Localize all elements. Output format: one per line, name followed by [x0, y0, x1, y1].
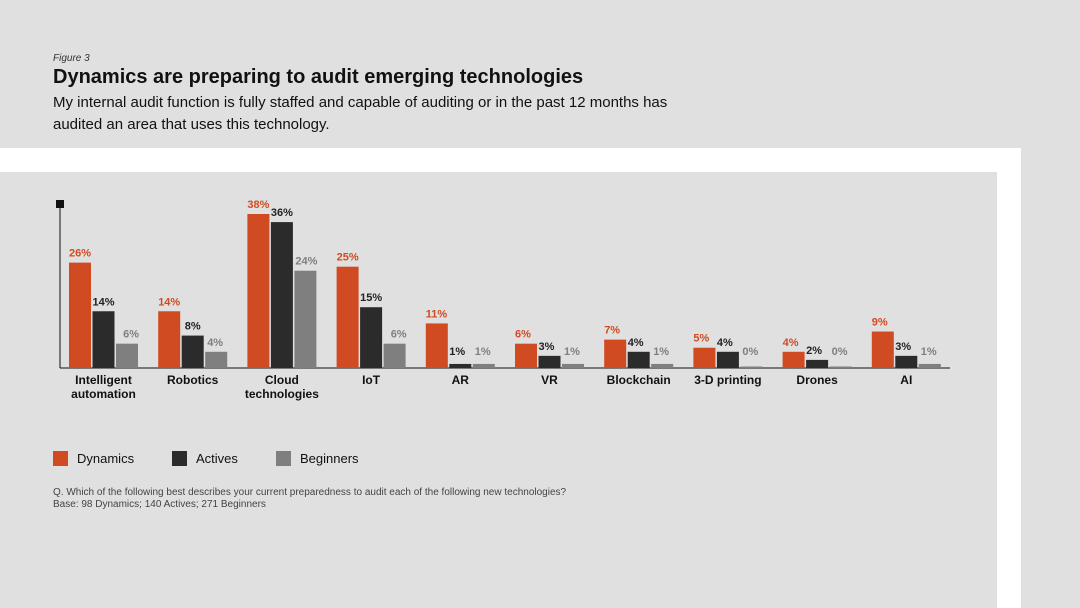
value-label-dynamics-3-d-printing: 5%	[693, 333, 709, 345]
legend-swatch-actives	[172, 451, 187, 466]
bar-dynamics-intelligent-automation	[69, 262, 91, 368]
bar-beginners-vr	[562, 363, 584, 368]
category-label-blockchain: Blockchain	[607, 373, 671, 387]
bar-actives-cloud-technologies	[270, 222, 293, 368]
value-label-beginners-blockchain: 1%	[653, 346, 669, 358]
bar-actives-ar	[449, 363, 472, 368]
chart-subtitle: My internal audit function is fully staf…	[53, 94, 668, 133]
legend-swatch-dynamics	[53, 451, 68, 466]
value-label-beginners-intelligent-automation: 6%	[123, 329, 139, 341]
value-label-actives-ai: 3%	[895, 341, 911, 353]
footnote: Q. Which of the following best describes…	[53, 487, 566, 511]
bar-dynamics-cloud-technologies	[247, 214, 270, 368]
value-label-actives-blockchain: 4%	[628, 337, 644, 349]
chart-panel	[0, 172, 997, 608]
category-label-robotics: Robotics	[167, 373, 219, 387]
bar-dynamics-robotics	[158, 311, 181, 368]
value-label-beginners-drones: 0%	[832, 346, 848, 358]
value-label-dynamics-vr: 6%	[515, 329, 531, 341]
figure-label: Figure 3	[53, 53, 90, 64]
bar-actives-ai	[895, 355, 918, 368]
bar-actives-drones	[806, 359, 829, 368]
category-label-drones: Drones	[796, 373, 838, 387]
bar-dynamics-iot	[336, 266, 359, 368]
bar-actives-3-d-printing	[716, 351, 739, 368]
bar-beginners-cloud-technologies	[294, 270, 317, 368]
value-label-dynamics-intelligent-automation: 26%	[69, 248, 91, 260]
bar-actives-blockchain	[627, 351, 650, 368]
value-label-actives-vr: 3%	[539, 341, 555, 353]
value-label-beginners-vr: 1%	[564, 346, 580, 358]
footnote-base: Base: 98 Dynamics; 140 Actives; 271 Begi…	[53, 499, 266, 510]
value-label-dynamics-iot: 25%	[337, 252, 359, 264]
bar-dynamics-ai	[871, 331, 894, 368]
legend-item-dynamics: Dynamics	[53, 451, 134, 466]
value-label-beginners-3-d-printing: 0%	[742, 346, 758, 358]
value-label-actives-drones: 2%	[806, 345, 822, 357]
legend-swatch-beginners	[276, 451, 291, 466]
bar-beginners-3-d-printing	[740, 366, 763, 368]
value-label-beginners-ar: 1%	[475, 346, 491, 358]
category-label-iot: IoT	[362, 373, 381, 387]
value-label-dynamics-robotics: 14%	[158, 296, 180, 308]
value-label-dynamics-cloud-technologies: 38%	[247, 199, 269, 211]
category-label-ar: AR	[452, 373, 470, 387]
bar-actives-intelligent-automation	[92, 311, 115, 368]
category-label-intelligent-automation-line2: automation	[71, 387, 136, 401]
value-label-beginners-iot: 6%	[391, 329, 407, 341]
legend-item-actives: Actives	[172, 451, 238, 466]
legend-item-beginners: Beginners	[276, 451, 359, 466]
bar-actives-vr	[538, 355, 561, 368]
bar-dynamics-blockchain	[604, 339, 627, 368]
value-label-beginners-cloud-technologies: 24%	[295, 256, 317, 268]
legend-label-beginners: Beginners	[300, 451, 359, 466]
value-label-dynamics-blockchain: 7%	[604, 325, 620, 337]
bar-beginners-ai	[918, 363, 941, 368]
value-label-dynamics-ar: 11%	[426, 308, 448, 320]
category-label-cloud-technologies-line1: Cloud	[265, 373, 299, 387]
bar-beginners-robotics	[205, 351, 228, 368]
bar-dynamics-drones	[782, 351, 805, 368]
value-label-actives-intelligent-automation: 14%	[92, 296, 114, 308]
value-label-dynamics-ai: 9%	[872, 317, 888, 329]
category-label-intelligent-automation-line1: Intelligent	[75, 373, 132, 387]
category-label-ai: AI	[900, 373, 912, 387]
bar-actives-robotics	[181, 335, 204, 368]
bar-dynamics-vr	[515, 343, 537, 368]
bar-beginners-intelligent-automation	[116, 343, 138, 368]
value-label-actives-robotics: 8%	[185, 321, 201, 333]
value-label-dynamics-drones: 4%	[783, 337, 799, 349]
y-axis-marker	[56, 200, 64, 208]
value-label-actives-iot: 15%	[360, 292, 382, 304]
value-label-beginners-robotics: 4%	[207, 337, 223, 349]
category-label-3-d-printing: 3-D printing	[694, 373, 761, 387]
bar-beginners-drones	[829, 366, 852, 368]
category-label-cloud-technologies-line2: technologies	[245, 387, 319, 401]
legend-label-dynamics: Dynamics	[77, 451, 135, 466]
chart-title: Dynamics are preparing to audit emerging…	[53, 66, 584, 88]
bar-beginners-iot	[383, 343, 406, 368]
value-label-actives-3-d-printing: 4%	[717, 337, 733, 349]
category-label-vr: VR	[541, 373, 558, 387]
legend-label-actives: Actives	[196, 451, 238, 466]
value-label-actives-ar: 1%	[449, 346, 465, 358]
bar-actives-iot	[360, 307, 383, 368]
bar-beginners-ar	[472, 363, 495, 368]
bar-dynamics-ar	[425, 323, 448, 368]
footnote-question: Q. Which of the following best describes…	[53, 487, 567, 498]
bar-dynamics-3-d-printing	[693, 347, 716, 368]
value-label-beginners-ai: 1%	[921, 346, 937, 358]
value-label-actives-cloud-technologies: 36%	[271, 207, 293, 219]
bar-beginners-blockchain	[651, 363, 674, 368]
